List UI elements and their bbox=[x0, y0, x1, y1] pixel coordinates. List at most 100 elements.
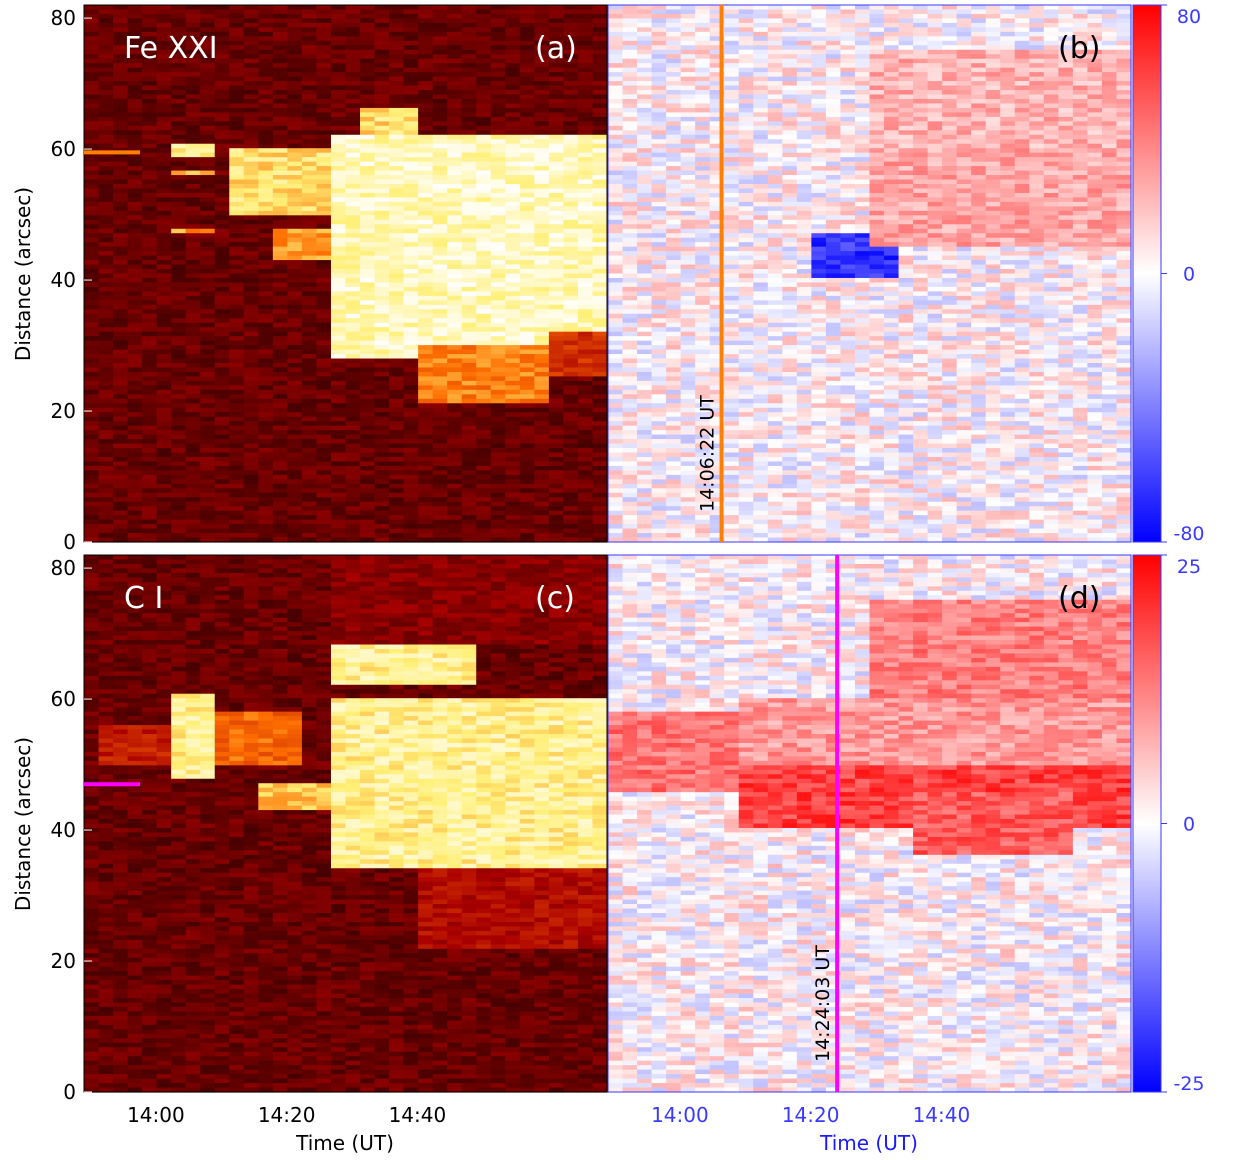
heat-cell bbox=[592, 228, 608, 234]
heat-cell bbox=[476, 354, 492, 360]
heat-cell bbox=[548, 318, 565, 324]
heat-cell bbox=[622, 260, 638, 266]
heat-cell bbox=[200, 282, 216, 288]
heat-cell bbox=[389, 103, 405, 109]
heat-cell bbox=[229, 94, 245, 100]
heat-cell bbox=[651, 58, 667, 64]
heat-cell bbox=[84, 36, 100, 42]
heat-cell bbox=[563, 425, 579, 431]
heat-cell bbox=[548, 363, 565, 369]
heat-cell bbox=[666, 367, 682, 373]
heat-cell bbox=[374, 407, 390, 413]
heat-cell bbox=[418, 286, 434, 292]
heat-cell bbox=[563, 465, 579, 471]
heat-cell bbox=[447, 269, 463, 275]
heat-cell bbox=[432, 443, 448, 449]
heat-cell bbox=[142, 76, 158, 82]
heat-cell bbox=[374, 295, 390, 301]
heat-cell bbox=[622, 322, 638, 328]
heat-cell bbox=[461, 309, 477, 315]
heat-cell bbox=[608, 510, 624, 516]
heat-cell bbox=[98, 134, 114, 140]
heat-cell bbox=[418, 54, 434, 60]
heat-cell bbox=[637, 188, 653, 194]
heat-cell bbox=[84, 488, 100, 494]
heat-cell bbox=[142, 5, 158, 11]
heat-cell bbox=[316, 36, 332, 42]
heat-cell bbox=[287, 430, 303, 436]
heat-cell bbox=[418, 470, 434, 476]
heat-cell bbox=[316, 345, 332, 351]
heat-cell bbox=[534, 72, 550, 78]
heat-cell bbox=[200, 497, 216, 503]
heat-cell bbox=[98, 76, 114, 82]
heat-cell bbox=[345, 94, 361, 100]
heat-cell bbox=[127, 27, 143, 33]
heat-cell bbox=[185, 58, 201, 64]
heat-cell bbox=[461, 242, 477, 248]
heat-cell bbox=[214, 277, 230, 284]
heat-cell bbox=[608, 448, 624, 454]
heat-cell bbox=[113, 295, 129, 301]
heat-cell bbox=[229, 345, 245, 351]
heat-cell bbox=[200, 425, 216, 431]
heat-cell bbox=[330, 295, 347, 301]
heat-cell bbox=[418, 371, 434, 378]
heat-cell bbox=[287, 273, 303, 279]
heat-cell bbox=[185, 94, 201, 100]
heat-cell bbox=[214, 398, 230, 404]
heat-cell bbox=[505, 358, 521, 364]
heat-cell bbox=[214, 506, 230, 512]
heat-cell bbox=[490, 358, 506, 364]
heat-cell bbox=[447, 524, 463, 530]
heat-cell bbox=[563, 497, 579, 503]
heat-cell bbox=[519, 421, 535, 427]
heat-cell bbox=[447, 291, 463, 297]
heat-cell bbox=[622, 27, 638, 33]
heat-cell bbox=[432, 184, 448, 190]
heat-cell bbox=[113, 452, 129, 458]
heat-cell bbox=[272, 416, 288, 422]
heat-cell bbox=[287, 465, 303, 471]
heat-cell bbox=[490, 443, 506, 449]
heat-cell bbox=[505, 143, 521, 149]
heat-cell bbox=[287, 36, 303, 42]
heat-cell bbox=[608, 98, 624, 105]
heat-cell bbox=[592, 385, 608, 391]
heat-cell bbox=[608, 349, 624, 355]
heat-cell bbox=[171, 121, 187, 127]
heat-cell bbox=[287, 412, 303, 418]
heat-cell bbox=[84, 340, 100, 346]
heat-cell bbox=[490, 385, 506, 391]
heat-cell bbox=[389, 81, 405, 87]
heat-cell bbox=[637, 389, 653, 395]
heat-cell bbox=[330, 497, 347, 503]
heat-cell bbox=[577, 197, 594, 203]
heat-cell bbox=[113, 291, 129, 297]
heat-cell bbox=[622, 125, 638, 131]
heat-cell bbox=[113, 116, 129, 122]
heat-cell bbox=[666, 398, 682, 404]
heat-cell bbox=[200, 90, 216, 96]
heat-cell bbox=[272, 354, 288, 360]
heat-cell bbox=[287, 54, 303, 60]
heat-cell bbox=[577, 242, 594, 248]
heat-cell bbox=[330, 184, 347, 190]
heat-cell bbox=[113, 497, 129, 503]
heat-cell bbox=[577, 237, 594, 243]
heat-cell bbox=[651, 179, 667, 185]
heat-cell bbox=[185, 430, 201, 436]
heat-cell bbox=[127, 380, 143, 386]
heat-cell bbox=[258, 143, 274, 149]
heat-cell bbox=[200, 197, 216, 203]
heat-cell bbox=[316, 40, 332, 46]
heat-cell bbox=[666, 139, 682, 145]
heat-cell bbox=[548, 219, 565, 225]
heat-cell bbox=[680, 85, 696, 91]
heat-cell bbox=[214, 58, 230, 64]
heat-cell bbox=[185, 219, 201, 225]
heat-cell bbox=[330, 255, 347, 261]
heat-cell bbox=[272, 215, 288, 221]
heat-cell bbox=[608, 398, 624, 404]
heat-cell bbox=[229, 121, 245, 127]
